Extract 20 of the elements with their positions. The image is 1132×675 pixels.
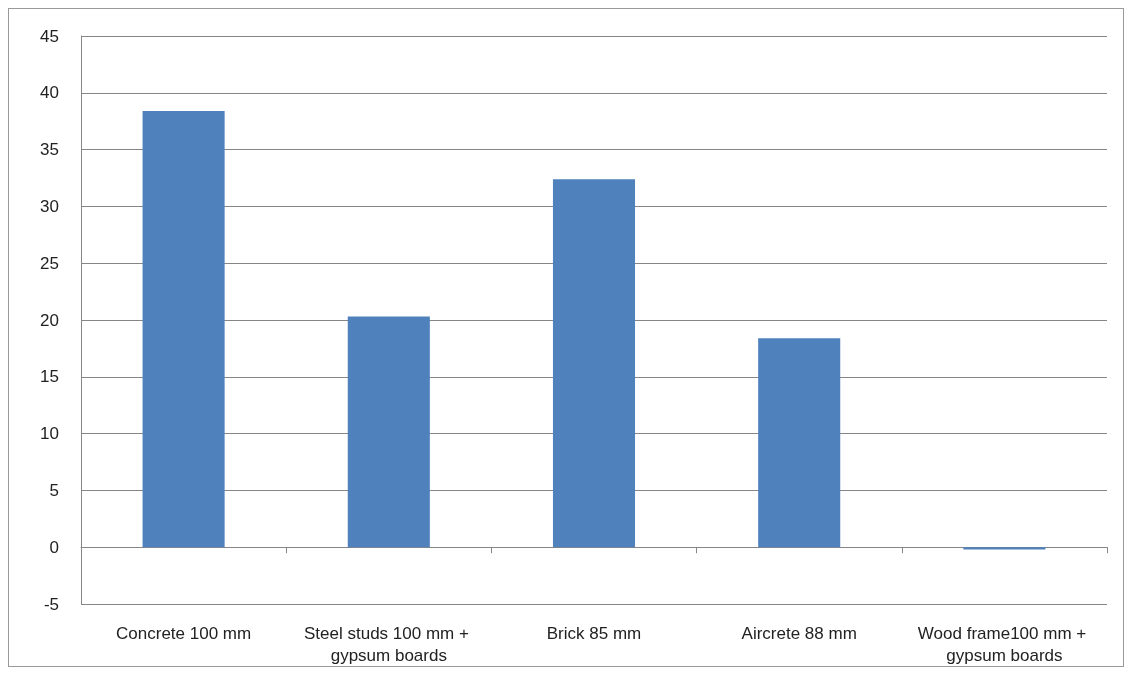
y-tick-label: 0 (49, 537, 59, 557)
y-tick-label: 25 (40, 253, 59, 273)
x-tick-label: Steel studs 100 mm + gypsum boards (303, 623, 474, 665)
bar (552, 179, 636, 548)
x-tick-label: Concrete 100 mm (116, 623, 252, 643)
y-tick-label: 30 (40, 196, 59, 216)
bar (758, 338, 841, 548)
x-tick-label: Aircrete 88 mm (741, 623, 857, 643)
y-tick-label: 15 (40, 367, 59, 387)
y-tick-label: 40 (40, 83, 59, 103)
y-tick-label: 5 (49, 480, 59, 500)
y-tick-label: 10 (40, 424, 59, 444)
bar (142, 110, 225, 548)
y-tick-label: -5 (43, 594, 59, 614)
x-tick-label: Brick 85 mm (546, 623, 642, 643)
y-tick-label: 45 (40, 26, 59, 46)
y-tick-label: 35 (40, 140, 59, 160)
x-tick-label: Wood frame100 mm + gypsum boards (917, 623, 1091, 665)
y-tick-label: 20 (40, 310, 59, 330)
bar (347, 316, 430, 548)
